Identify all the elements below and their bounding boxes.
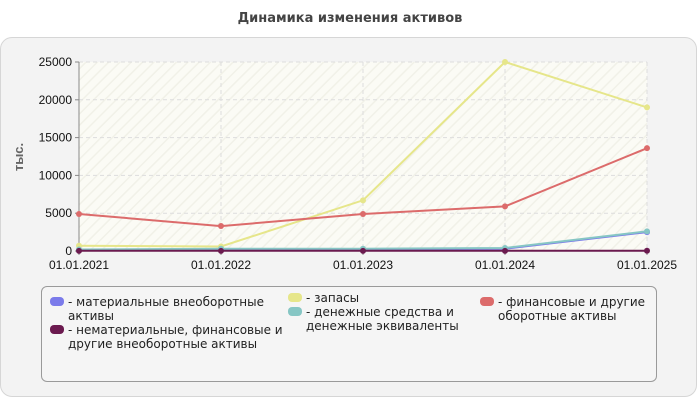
- legend-swatch: [480, 297, 494, 306]
- y-tick-label: 5000: [45, 206, 72, 220]
- x-tick-label: 01.01.2024: [475, 258, 535, 272]
- grid-lines: [79, 61, 648, 251]
- data-point: [644, 104, 650, 111]
- legend-label: - запасы: [306, 291, 360, 305]
- legend-item-current-assets: - финансовые и другие оборотные активы: [480, 295, 650, 323]
- y-tick-label: 25000: [39, 55, 73, 69]
- legend-label: - материальные внеоборотные активы: [68, 295, 264, 323]
- legend-swatch: [50, 297, 64, 306]
- legend-label: - денежные средства и денежные эквивален…: [306, 305, 459, 333]
- x-tick-label: 01.01.2022: [191, 258, 251, 272]
- series-group: [76, 59, 650, 254]
- legend-item-cash: - денежные средства и денежные эквивален…: [288, 305, 468, 333]
- data-point: [76, 247, 82, 254]
- y-tick-label: 15000: [39, 131, 73, 145]
- data-point: [360, 247, 366, 254]
- data-point: [644, 145, 650, 152]
- data-point: [76, 210, 82, 217]
- data-point: [644, 247, 650, 254]
- legend-swatch: [288, 307, 302, 316]
- x-tick-label: 01.01.2021: [49, 258, 109, 272]
- legend-item-tangible-assets: - материальные внеоборотные активы: [50, 295, 286, 323]
- data-point: [360, 197, 366, 204]
- data-point: [644, 228, 650, 235]
- y-tick-label: 10000: [39, 168, 73, 182]
- chart-title: Динамика изменения активов: [237, 11, 463, 26]
- legend-swatch: [50, 325, 64, 334]
- data-point: [218, 223, 224, 230]
- x-tick-label: 01.01.2023: [333, 258, 393, 272]
- legend-label: - финансовые и другие оборотные активы: [498, 295, 646, 323]
- data-point: [502, 247, 508, 254]
- data-point: [502, 59, 508, 65]
- data-point: [502, 203, 508, 210]
- legend: - материальные внеоборотные активы - нем…: [41, 286, 657, 382]
- data-point: [360, 210, 366, 217]
- data-point: [218, 247, 224, 254]
- legend-swatch: [288, 293, 302, 302]
- y-axis-label: тыс.: [11, 143, 26, 171]
- y-tick-label: 20000: [39, 93, 73, 107]
- x-tick-label: 01.01.2025: [617, 258, 677, 272]
- tick-labels: 0 5000 10000 15000 20000 25000 01.01.2021 01.01…: [39, 55, 678, 272]
- legend-item-inventory: - запасы: [288, 291, 468, 305]
- y-tick-label: 0: [65, 244, 72, 258]
- legend-label: - нематериальные, финансовые и другие вн…: [68, 323, 283, 351]
- legend-item-intangible-assets: - нематериальные, финансовые и другие вн…: [50, 323, 286, 351]
